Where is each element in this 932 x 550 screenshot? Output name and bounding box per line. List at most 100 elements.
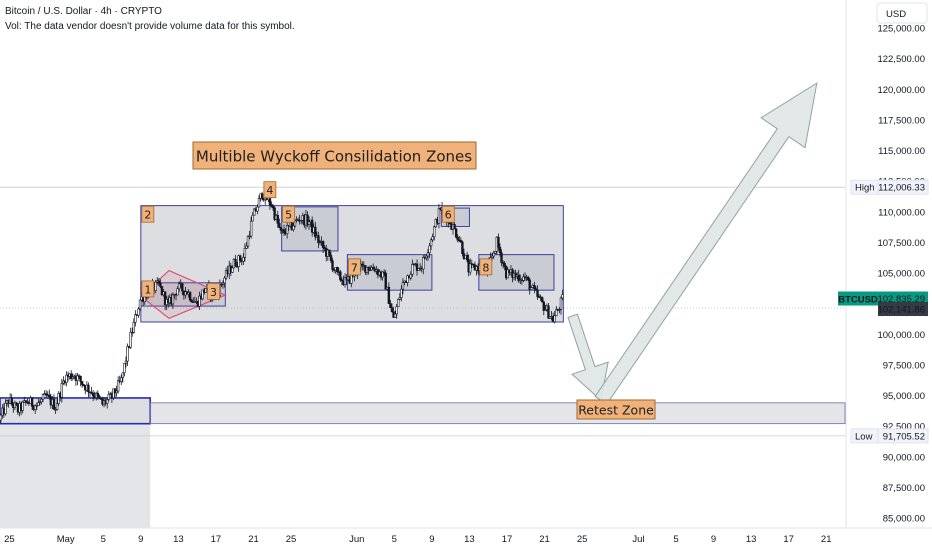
volume-note: Vol: The data vendor doesn't provide vol… [5,21,295,32]
candle-body [429,239,433,247]
candle-body [171,294,175,305]
candle [177,281,181,293]
candle [279,226,283,235]
candle [361,261,364,271]
candle-body [154,281,157,291]
candle-body [340,279,344,281]
candle-body [522,276,525,281]
candle [522,273,525,283]
low-tag-value-box [877,428,929,444]
candle-body [96,392,100,397]
candle-body [542,301,545,311]
candle-body [321,241,325,248]
candle-body [79,375,82,382]
symbol-tag-text: BTCUSD [838,295,878,306]
candle-body [454,228,458,238]
zone-number-text: 6 [445,209,452,222]
candle [198,291,201,310]
candle [542,300,545,316]
candle-body [57,393,60,405]
candle [79,375,82,387]
x-tick-label: 17 [783,534,794,545]
low-tag-label: Low [855,431,873,442]
candle-body [343,277,347,285]
y-tick-label: 97,500.00 [883,360,925,371]
candle [390,303,394,313]
candle [90,386,93,395]
candle [300,219,303,225]
candle-body [223,277,226,284]
y-tick-label: 95,000.00 [883,391,925,402]
candle-body [132,321,135,333]
candle [126,343,129,366]
candle-body [24,400,28,403]
candle-body [190,299,193,303]
candle-body [115,390,118,394]
candle-body [314,226,317,238]
candle [558,307,561,314]
candle-body [329,255,333,261]
candle [276,210,279,228]
candle [201,289,204,301]
low-tag-value: 91,705.52 [883,431,925,442]
candle-body [494,251,497,254]
candle [120,374,123,386]
zone-number-text: 3 [210,286,217,299]
candle-body [44,393,48,396]
zone-number-2: 2 [141,205,155,223]
currency-button[interactable]: USD [876,2,928,24]
candle [494,251,497,255]
y-tick-label: 122,500.00 [877,54,925,65]
candle-body [0,414,2,421]
candle [555,305,558,317]
candle [469,258,472,276]
candle-body [123,363,126,374]
candle-body [389,303,392,308]
candle [461,240,464,257]
candle [406,274,409,287]
candle-body [238,255,242,261]
x-tick-label: 13 [173,534,184,545]
candle [273,206,276,222]
candle [282,224,286,237]
retest-zone-band [149,402,846,425]
candle-body [300,220,303,222]
candle-body [401,282,405,290]
x-tick-label: 17 [211,534,222,545]
candle [176,286,179,296]
candle [160,286,164,296]
candle-body [469,263,472,273]
candle-body [138,299,142,310]
candle-body [40,398,43,403]
projection-arrow-up [594,82,818,406]
candle [38,399,42,406]
candle-body [253,208,256,216]
candle [105,397,109,409]
candle-body [181,283,184,292]
candle [411,259,414,278]
candle [48,389,51,400]
candle [69,370,73,382]
candle-body [382,271,386,274]
zone-number-box [282,205,296,223]
candle [526,275,530,282]
candle-body [433,226,436,238]
candle-body [393,313,397,318]
candle [91,390,95,402]
candle-body [112,388,115,399]
candle [559,296,563,315]
x-tick-label: 9 [429,534,434,545]
candle [456,234,459,243]
zone-number-3: 3 [207,282,220,300]
x-tick-label: 25 [577,534,588,545]
candle-body [517,274,520,282]
current-price-value: 102,835.29 [877,294,925,305]
candle [52,394,56,410]
candle [317,231,320,249]
candle-body [273,207,276,220]
candle [124,356,128,368]
candle-body [310,219,314,233]
candle [246,234,250,249]
candle [328,249,331,257]
